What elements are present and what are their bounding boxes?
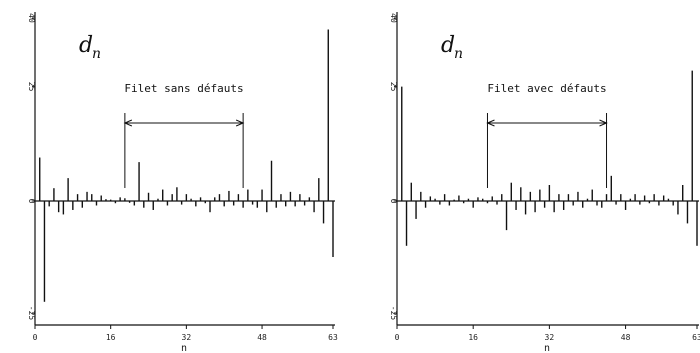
x-tick-label: 48	[257, 333, 267, 342]
variable-subscript: n	[454, 46, 463, 62]
y-tick-label: 25	[27, 82, 36, 92]
x-axis-label: n	[544, 343, 550, 353]
x-tick-label: 32	[182, 333, 192, 342]
arrow-head-right	[235, 119, 245, 127]
annotation-label: Filet sans défauts	[124, 82, 243, 95]
arrow-head-right	[599, 119, 608, 127]
y-tick-label: 0	[27, 199, 36, 204]
variable-label: d	[441, 33, 455, 58]
x-tick-label: 0	[395, 333, 400, 342]
x-axis-label: n	[181, 343, 187, 353]
x-tick-label: 32	[545, 333, 555, 342]
x-tick-label: 63	[328, 333, 338, 342]
arrow-head-left	[123, 119, 133, 127]
arrow-head-left	[486, 119, 495, 127]
y-tick-label: 0	[389, 199, 398, 204]
variable-label: d	[79, 33, 93, 58]
x-tick-label: 16	[106, 333, 116, 342]
x-tick-label: 0	[33, 333, 38, 342]
variable-subscript: n	[92, 46, 101, 62]
y-tick-label: -25	[27, 306, 36, 321]
x-tick-label: 63	[692, 333, 700, 342]
y-tick-label: 40	[389, 13, 398, 23]
y-tick-label: 40	[27, 13, 36, 23]
x-tick-label: 16	[468, 333, 478, 342]
y-tick-label: 25	[389, 82, 398, 92]
x-tick-label: 48	[621, 333, 631, 342]
y-tick-label: -25	[389, 306, 398, 321]
annotation-label: Filet avec défauts	[487, 82, 606, 95]
